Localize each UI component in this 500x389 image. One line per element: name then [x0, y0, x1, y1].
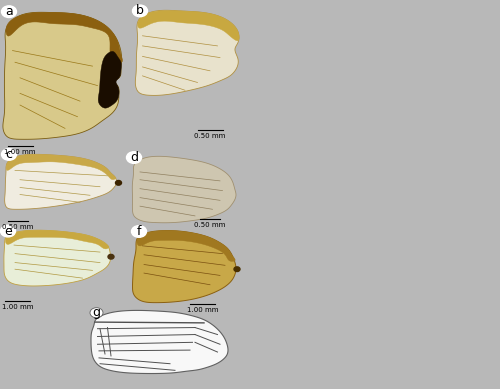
Text: d: d [130, 151, 138, 164]
PathPatch shape [98, 51, 122, 108]
PathPatch shape [6, 230, 109, 249]
Text: 1.00 mm: 1.00 mm [2, 304, 33, 310]
PathPatch shape [91, 310, 228, 373]
PathPatch shape [4, 154, 117, 209]
PathPatch shape [136, 10, 239, 95]
Circle shape [2, 6, 16, 18]
Text: f: f [137, 225, 141, 238]
PathPatch shape [132, 231, 236, 303]
Text: b: b [136, 4, 144, 18]
Text: 1.00 mm: 1.00 mm [187, 307, 218, 313]
Circle shape [234, 267, 240, 272]
Text: 0.50 mm: 0.50 mm [194, 222, 226, 228]
PathPatch shape [6, 154, 116, 180]
Text: a: a [5, 5, 13, 18]
PathPatch shape [138, 11, 239, 41]
Circle shape [116, 180, 121, 185]
PathPatch shape [3, 12, 122, 139]
Circle shape [132, 5, 148, 17]
Circle shape [132, 226, 146, 237]
Circle shape [126, 152, 142, 163]
PathPatch shape [137, 231, 235, 261]
PathPatch shape [132, 156, 236, 223]
Circle shape [0, 225, 16, 237]
Circle shape [2, 149, 16, 160]
Text: 1.00 mm: 1.00 mm [4, 149, 36, 155]
PathPatch shape [4, 230, 110, 286]
PathPatch shape [6, 12, 122, 63]
Text: 0.50 mm: 0.50 mm [2, 224, 33, 230]
Text: g: g [92, 306, 100, 319]
Text: e: e [4, 224, 12, 238]
Text: c: c [6, 148, 12, 161]
Circle shape [90, 308, 103, 318]
Circle shape [108, 254, 114, 259]
Text: 0.50 mm: 0.50 mm [194, 133, 226, 139]
